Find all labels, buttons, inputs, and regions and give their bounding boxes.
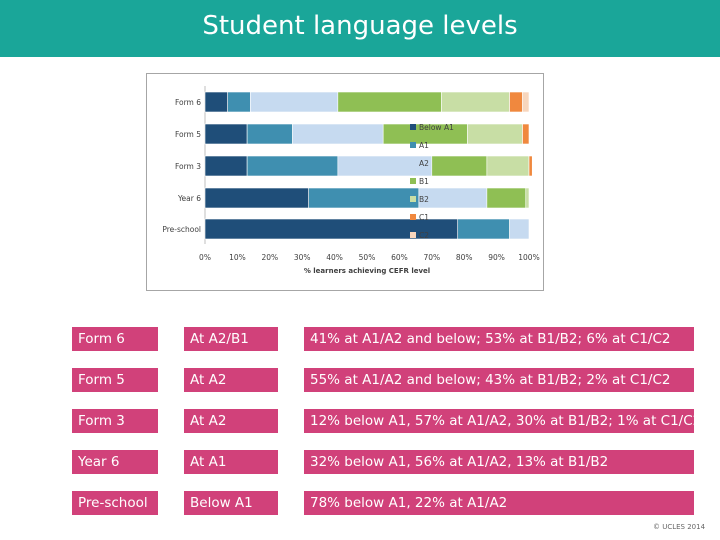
category-label: Year 6 — [177, 194, 201, 203]
bar-segment — [467, 123, 523, 145]
legend-swatch — [410, 196, 416, 202]
page-title: Student language levels — [202, 11, 518, 41]
category-label: Pre-school — [162, 225, 201, 234]
bar-segment — [308, 187, 420, 209]
category-label: Form 5 — [175, 130, 201, 139]
legend-label: C2 — [419, 231, 429, 240]
copyright-text: © UCLES 2014 — [653, 523, 706, 531]
table-cell-group: Pre-school — [72, 491, 158, 515]
x-tick-label: 10% — [229, 253, 246, 262]
legend-label: A2 — [419, 159, 429, 168]
table-cell-level: At A2 — [184, 368, 278, 392]
x-tick-label: 100% — [518, 253, 539, 262]
x-tick-label: 90% — [488, 253, 505, 262]
x-tick-label: 0% — [199, 253, 211, 262]
bar-segment — [337, 91, 442, 113]
bar-segment — [509, 218, 530, 240]
table-cell-group: Form 3 — [72, 409, 158, 433]
bar-segment — [246, 155, 339, 177]
category-label: Form 6 — [175, 98, 201, 107]
chart-frame: Form 6 Form 5 Form 3 Year 6 Pre-school 0% 10% 2… — [146, 73, 544, 291]
bar-segment — [431, 155, 488, 177]
bar-segment — [522, 91, 530, 113]
table-cell-level: Below A1 — [184, 491, 278, 515]
legend-label: B1 — [419, 177, 429, 186]
table-cell-group: Form 6 — [72, 327, 158, 351]
bar-segment — [204, 91, 228, 113]
stacked-bar-chart: Form 6 Form 5 Form 3 Year 6 Pre-school 0% 10% 2… — [162, 86, 540, 275]
x-axis-label: % learners achieving CEFR level — [304, 267, 430, 275]
legend-label: Below A1 — [419, 123, 454, 132]
bar-segment — [337, 155, 433, 177]
legend-label: B2 — [419, 195, 429, 204]
bar-segment — [522, 123, 530, 145]
bar-segment — [204, 155, 248, 177]
legend-swatch — [410, 232, 416, 238]
bar-segment — [486, 155, 530, 177]
legend-label: C1 — [419, 213, 429, 222]
table-cell-group: Form 5 — [72, 368, 158, 392]
bar-segment — [204, 187, 309, 209]
bar-segment — [486, 187, 527, 209]
bar-segment — [528, 155, 533, 177]
bar-segment — [250, 91, 339, 113]
x-tick-label: 70% — [423, 253, 440, 262]
table-cell-detail: 41% at A1/A2 and below; 53% at B1/B2; 6%… — [304, 327, 694, 351]
table-cell-detail: 12% below A1, 57% at A1/A2, 30% at B1/B2… — [304, 409, 694, 433]
table-cell-group: Year 6 — [72, 450, 158, 474]
legend-swatch — [410, 124, 416, 130]
bar-segment — [227, 91, 251, 113]
legend-label: A1 — [419, 141, 429, 150]
x-tick-label: 20% — [261, 253, 278, 262]
table-cell-detail: 78% below A1, 22% at A1/A2 — [304, 491, 694, 515]
table-cell-level: At A2 — [184, 409, 278, 433]
x-tick-label: 30% — [294, 253, 311, 262]
x-tick-label: 80% — [456, 253, 473, 262]
bar-segment — [509, 91, 523, 113]
bar-segment — [457, 218, 510, 240]
legend-swatch — [410, 214, 416, 220]
legend-swatch — [410, 160, 416, 166]
bar-segment — [525, 187, 530, 209]
table-cell-detail: 55% at A1/A2 and below; 43% at B1/B2; 2%… — [304, 368, 694, 392]
bar-segment — [204, 123, 248, 145]
bar-segment — [292, 123, 384, 145]
x-tick-label: 50% — [359, 253, 376, 262]
x-tick-label: 40% — [326, 253, 343, 262]
category-label: Form 3 — [175, 162, 201, 171]
table-cell-detail: 32% below A1, 56% at A1/A2, 13% at B1/B2 — [304, 450, 694, 474]
table-cell-level: At A2/B1 — [184, 327, 278, 351]
legend-swatch — [410, 142, 416, 148]
bar-segment — [418, 187, 488, 209]
x-tick-label: 60% — [391, 253, 408, 262]
table-cell-level: At A1 — [184, 450, 278, 474]
bar-segment — [246, 123, 293, 145]
legend-swatch — [410, 178, 416, 184]
bar-segment — [441, 91, 510, 113]
title-bar: Student language levels — [0, 0, 720, 57]
